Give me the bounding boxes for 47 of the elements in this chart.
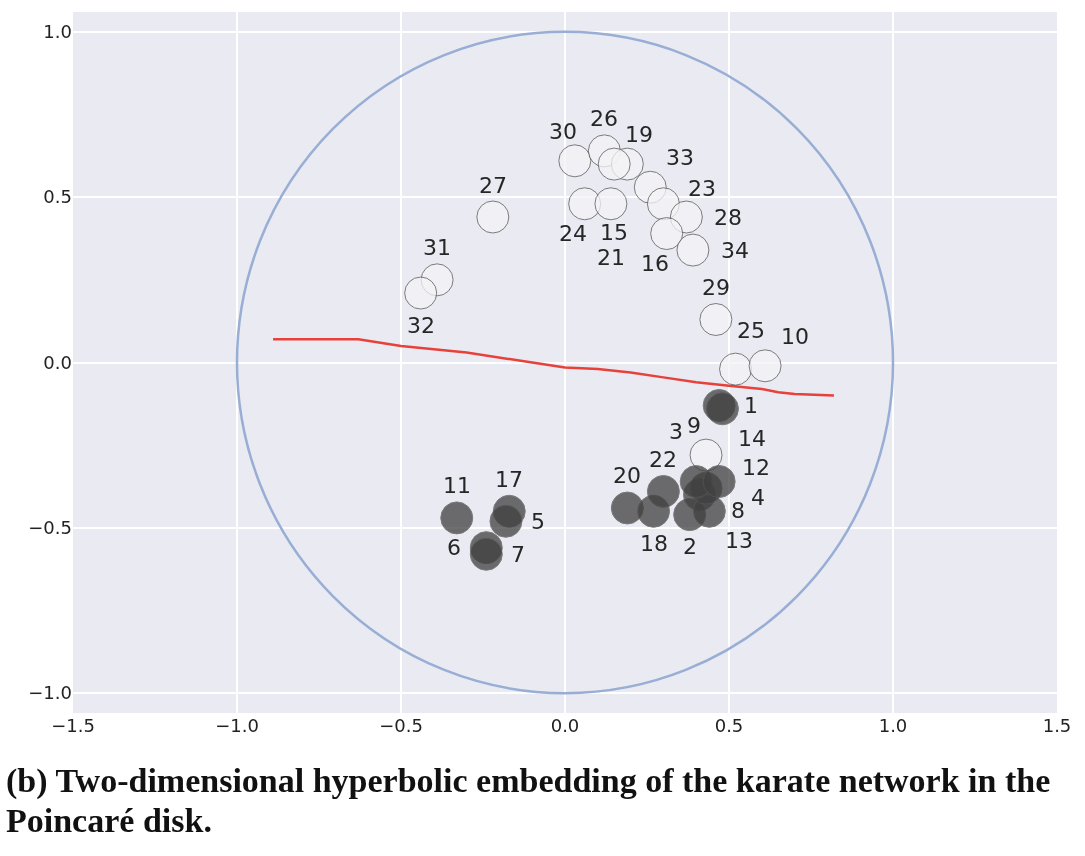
y-tick-label: 0.0 <box>43 351 72 373</box>
annotation: 4 <box>751 485 765 510</box>
annotation: 13 <box>725 528 753 553</box>
x-tick-label: 1.0 <box>878 715 908 736</box>
annotation: 21 <box>597 245 625 270</box>
annotation: 25 <box>737 318 765 343</box>
x-tick-label: 0.5 <box>714 715 744 736</box>
annotation: 18 <box>640 531 668 556</box>
annotation: 15 <box>600 220 628 245</box>
annotation: 31 <box>423 235 451 260</box>
annotation: 24 <box>559 221 587 246</box>
annotation: 5 <box>531 509 545 534</box>
annotation: 1 <box>744 393 758 418</box>
annotation: 34 <box>721 238 749 263</box>
annotation: 7 <box>511 542 525 567</box>
text: (b) Two-dimensional hyperbolic embedding of the karate network in the Poincaré disk. <box>5 761 1052 841</box>
annotation: 16 <box>641 251 669 276</box>
annotation: 19 <box>625 122 653 147</box>
annotation: 2 <box>683 534 697 559</box>
x-tick-label: −1.5 <box>51 715 95 736</box>
x-tick-label: −1.0 <box>215 715 259 736</box>
annotation: 10 <box>781 324 809 349</box>
annotation: 26 <box>590 106 618 131</box>
y-tick-label: −0.5 <box>28 517 72 539</box>
annotation: 29 <box>702 275 730 300</box>
annotation: 23 <box>688 176 716 201</box>
y-tick-label: −1.0 <box>28 682 72 704</box>
annotation: 6 <box>447 535 461 560</box>
annotation: 3 <box>669 419 683 444</box>
annotation: 27 <box>479 173 507 198</box>
y-tick-label: 0.5 <box>43 186 72 208</box>
annotation: 17 <box>495 467 523 492</box>
annotation: 28 <box>714 205 742 230</box>
annotation: 11 <box>443 473 471 498</box>
annotation: 12 <box>742 455 770 480</box>
annotation: 33 <box>666 145 694 170</box>
x-tick-label: 1.5 <box>1042 715 1072 736</box>
x-tick-label: 0.0 <box>550 715 580 736</box>
annotation: 8 <box>731 498 745 523</box>
annotation: 14 <box>738 426 766 451</box>
annotation: 20 <box>613 463 641 488</box>
annotation: 30 <box>549 119 577 144</box>
annotation: 22 <box>649 447 677 472</box>
x-tick-label: −0.5 <box>379 715 423 736</box>
annotation: 9 <box>687 413 701 438</box>
y-tick-label: 1.0 <box>43 21 72 43</box>
annotation: 32 <box>407 313 435 338</box>
